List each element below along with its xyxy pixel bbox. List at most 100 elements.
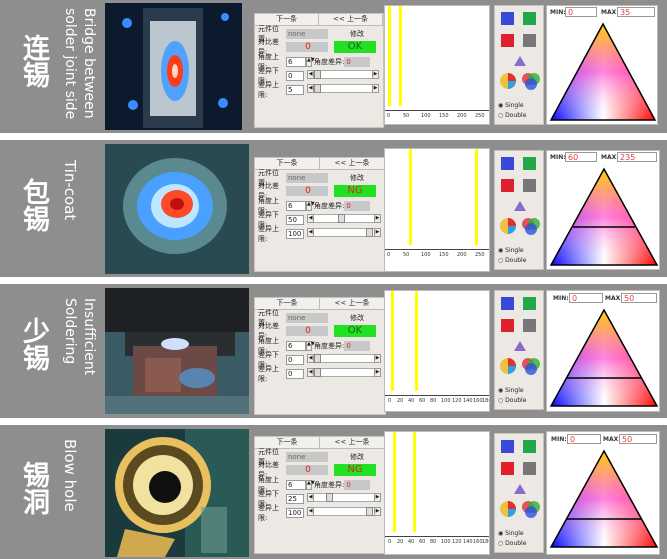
modify-button[interactable]: 修改 (350, 174, 364, 182)
rgb-circles-icon[interactable] (521, 72, 541, 90)
red-swatch-icon[interactable] (501, 319, 514, 332)
slider-thumb[interactable] (326, 493, 333, 502)
angle-spin-icon[interactable]: ▲▼ (306, 480, 315, 490)
blue-swatch-icon[interactable] (501, 297, 514, 310)
low-limit-slider[interactable]: ◀ ▶ (307, 70, 379, 79)
histogram-threshold-bar[interactable] (475, 149, 478, 245)
high-limit-input[interactable]: 0 (286, 369, 304, 379)
single-radio[interactable]: ◉ Single (498, 387, 524, 394)
angle-spin-icon[interactable]: ▲▼ (306, 201, 315, 211)
scroll-right-icon[interactable]: ▶ (372, 70, 379, 79)
min-input[interactable]: 0 (565, 7, 597, 17)
angle-limit-input[interactable]: 6 (286, 341, 306, 351)
slider-thumb[interactable] (314, 354, 321, 363)
high-limit-slider[interactable]: ◀ ▶ (307, 507, 381, 516)
angle-spin-icon[interactable]: ▲▼ (306, 57, 315, 67)
rgb-circles-icon[interactable] (521, 357, 541, 375)
scroll-left-icon[interactable]: ◀ (307, 368, 314, 377)
max-input[interactable]: 235 (617, 152, 657, 162)
color-wheel-icon[interactable] (499, 217, 517, 235)
high-limit-slider[interactable]: ◀ ▶ (307, 84, 379, 93)
modify-button[interactable]: 修改 (350, 453, 364, 461)
scroll-left-icon[interactable]: ◀ (307, 214, 314, 223)
scroll-right-icon[interactable]: ▶ (374, 368, 381, 377)
low-limit-slider[interactable]: ◀ ▶ (307, 214, 381, 223)
triangle-icon[interactable] (514, 56, 526, 66)
double-radio[interactable]: ○ Double (498, 257, 527, 264)
high-limit-input[interactable]: 100 (286, 508, 304, 518)
position-field[interactable]: none (286, 313, 328, 323)
double-radio[interactable]: ○ Double (498, 112, 527, 119)
next-button[interactable]: 下一条 (255, 437, 320, 448)
scroll-right-icon[interactable]: ▶ (374, 507, 381, 516)
high-limit-input[interactable]: 5 (286, 85, 304, 95)
low-limit-input[interactable]: 0 (286, 355, 304, 365)
color-wheel-icon[interactable] (499, 72, 517, 90)
double-radio[interactable]: ○ Double (498, 397, 527, 404)
scroll-right-icon[interactable]: ▶ (374, 493, 381, 502)
slider-thumb[interactable] (314, 70, 321, 79)
angle-spin-icon[interactable]: ▲▼ (306, 341, 315, 351)
green-swatch-icon[interactable] (523, 440, 536, 453)
green-swatch-icon[interactable] (523, 157, 536, 170)
scroll-left-icon[interactable]: ◀ (307, 507, 314, 516)
histogram-threshold-bar[interactable] (409, 149, 412, 245)
low-limit-input[interactable]: 50 (286, 215, 304, 225)
scroll-left-icon[interactable]: ◀ (307, 493, 314, 502)
scroll-left-icon[interactable]: ◀ (307, 84, 314, 93)
scroll-right-icon[interactable]: ▶ (374, 214, 381, 223)
green-swatch-icon[interactable] (523, 297, 536, 310)
blue-swatch-icon[interactable] (501, 12, 514, 25)
histogram-threshold-bar[interactable] (388, 6, 391, 106)
high-limit-input[interactable]: 100 (286, 229, 304, 239)
histogram-threshold-bar[interactable] (391, 291, 394, 391)
blue-swatch-icon[interactable] (501, 440, 514, 453)
min-input[interactable]: 0 (567, 434, 601, 444)
min-input[interactable]: 60 (565, 152, 597, 162)
max-input[interactable]: 50 (621, 293, 657, 303)
rgb-circles-icon[interactable] (521, 217, 541, 235)
low-limit-slider[interactable]: ◀ ▶ (307, 354, 381, 363)
position-field[interactable]: none (286, 173, 328, 183)
scroll-right-icon[interactable]: ▶ (372, 84, 379, 93)
histogram-threshold-bar[interactable] (413, 432, 416, 532)
red-swatch-icon[interactable] (501, 179, 514, 192)
next-button[interactable]: 下一条 (255, 14, 319, 25)
next-button[interactable]: 下一条 (255, 298, 320, 309)
red-swatch-icon[interactable] (501, 34, 514, 47)
position-field[interactable]: none (286, 29, 328, 39)
slider-thumb[interactable] (338, 214, 345, 223)
scroll-left-icon[interactable]: ◀ (307, 228, 314, 237)
angle-limit-input[interactable]: 6 (286, 57, 306, 67)
gray-swatch-icon[interactable] (523, 179, 536, 192)
scroll-right-icon[interactable]: ▶ (374, 228, 381, 237)
single-radio[interactable]: ◉ Single (498, 530, 524, 537)
modify-button[interactable]: 修改 (350, 314, 364, 322)
max-input[interactable]: 50 (619, 434, 657, 444)
low-limit-input[interactable]: 25 (286, 494, 304, 504)
previous-button[interactable]: << 上一条 (319, 14, 383, 25)
double-radio[interactable]: ○ Double (498, 540, 527, 547)
max-input[interactable]: 35 (617, 7, 655, 17)
modify-button[interactable]: 修改 (350, 30, 364, 38)
gray-swatch-icon[interactable] (523, 462, 536, 475)
angle-limit-input[interactable]: 6 (286, 201, 306, 211)
previous-button[interactable]: << 上一条 (320, 298, 385, 309)
green-swatch-icon[interactable] (523, 12, 536, 25)
scroll-left-icon[interactable]: ◀ (307, 354, 314, 363)
slider-thumb[interactable] (366, 228, 373, 237)
scroll-left-icon[interactable]: ◀ (307, 70, 314, 79)
histogram-threshold-bar[interactable] (415, 291, 418, 391)
scroll-right-icon[interactable]: ▶ (374, 354, 381, 363)
single-radio[interactable]: ◉ Single (498, 247, 524, 254)
min-input[interactable]: 0 (569, 293, 603, 303)
color-wheel-icon[interactable] (499, 500, 517, 518)
previous-button[interactable]: << 上一条 (320, 437, 385, 448)
slider-thumb[interactable] (314, 84, 321, 93)
high-limit-slider[interactable]: ◀ ▶ (307, 228, 381, 237)
triangle-icon[interactable] (514, 201, 526, 211)
histogram-threshold-bar[interactable] (399, 6, 402, 106)
histogram-threshold-bar[interactable] (393, 432, 396, 532)
triangle-icon[interactable] (514, 341, 526, 351)
angle-limit-input[interactable]: 6 (286, 480, 306, 490)
